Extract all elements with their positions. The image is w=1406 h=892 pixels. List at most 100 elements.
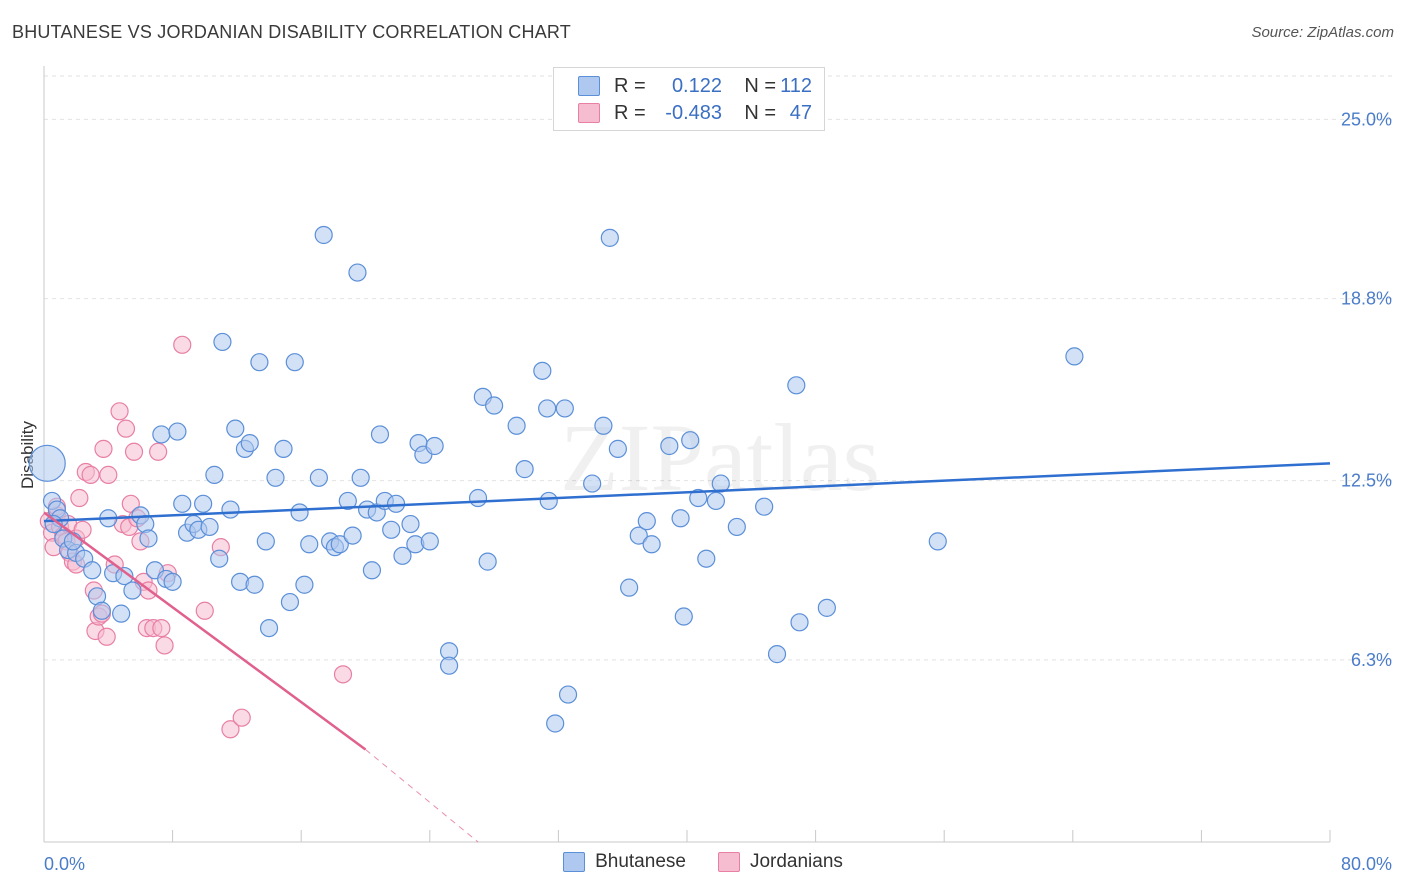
bhutanese-point [767, 645, 787, 664]
bhutanese-point [538, 399, 557, 418]
jordanians-point [149, 442, 168, 461]
bhutanese-point [362, 561, 382, 580]
bhutanese-point [727, 517, 746, 537]
legend-item-jordanians[interactable]: Jordanians [717, 851, 843, 873]
bhutanese-point [295, 575, 314, 594]
r-value: -0.483 [665, 101, 722, 124]
jordanians-point [99, 465, 118, 484]
jordanians-point [97, 627, 116, 646]
bhutanese-point [309, 468, 328, 487]
bhutanese-point [351, 468, 370, 487]
bhutanese-point [681, 431, 700, 450]
bhutanese-point [370, 425, 390, 444]
bhutanese-point [338, 491, 357, 511]
bhutanese-point [507, 416, 526, 435]
bhutanese-point [608, 439, 627, 458]
r-label: R = [614, 101, 646, 124]
r-label: R = [614, 74, 646, 97]
bhutanese-point [558, 685, 578, 704]
series-legend: Bhutanese Jordanians [0, 851, 1406, 873]
legend-row-bhutanese: R = 0.122 N = 112 [578, 74, 812, 98]
jordanians-point [173, 335, 192, 354]
bhutanese-point [259, 618, 279, 638]
bhutanese-point [711, 474, 730, 493]
bhutanese-point [194, 494, 213, 513]
n-value: 47 [789, 101, 812, 124]
bhutanese-point [112, 604, 131, 623]
bhutanese-point [928, 532, 947, 551]
bhutanese-point [790, 613, 809, 632]
bhutanese-point [226, 419, 245, 438]
bhutanese-point [637, 512, 656, 531]
bhutanese-point [28, 444, 66, 482]
bhutanese-point [755, 497, 774, 516]
jordanians-swatch [717, 852, 740, 872]
bhutanese-point [1065, 347, 1084, 366]
jordanians-trend-line [43, 511, 367, 751]
jordanians-point [81, 465, 100, 484]
jordanians-point [116, 419, 136, 438]
bhutanese-point [420, 532, 439, 551]
y-tick-label: 25.0% [1341, 109, 1392, 129]
bhutanese-point [274, 439, 293, 458]
x-tick-label: 0.0% [44, 854, 85, 874]
bhutanese-point [300, 535, 319, 554]
jordanians-swatch [578, 103, 600, 123]
bhutanese-point [674, 607, 693, 626]
bhutanese-point [555, 399, 574, 418]
bhutanese-point [546, 714, 565, 733]
bhutanese-point [210, 549, 229, 568]
bhutanese-point [205, 465, 224, 484]
bhutanese-point [689, 488, 708, 508]
r-value: 0.122 [671, 74, 722, 97]
jordanians-point [124, 442, 144, 461]
bhutanese-point [123, 581, 142, 600]
bhutanese-point [706, 491, 726, 511]
bhutanese-point [139, 529, 158, 548]
jordanians-point [232, 708, 251, 727]
bhutanese-point [266, 468, 285, 487]
n-label: N = [744, 74, 776, 97]
jordanians-point [70, 488, 89, 508]
jordanians-point [155, 636, 174, 655]
bhutanese-point [92, 601, 111, 620]
chart-title: BHUTANESE VS JORDANIAN DISABILITY CORREL… [12, 22, 571, 42]
bhutanese-point [83, 561, 102, 580]
n-label: N = [744, 101, 776, 124]
bhutanese-point [330, 535, 349, 554]
bhutanese-point [250, 353, 269, 372]
x-tick-label: 80.0% [1341, 854, 1392, 874]
bhutanese-point [393, 546, 412, 565]
y-tick-label: 12.5% [1341, 471, 1392, 491]
bhutanese-point [280, 592, 300, 612]
bhutanese-point [594, 416, 613, 435]
legend-item-bhutanese[interactable]: Bhutanese [563, 851, 686, 873]
jordanians-point [110, 402, 129, 421]
bhutanese-point [173, 494, 192, 513]
bhutanese-swatch [563, 852, 586, 872]
bhutanese-point [63, 532, 83, 551]
bhutanese-point [485, 396, 504, 415]
bhutanese-point [200, 517, 219, 537]
bhutanese-point [290, 503, 309, 522]
bhutanese-point [787, 376, 806, 395]
legend-label-jordanians: Jordanians [749, 851, 843, 872]
bhutanese-point [439, 656, 459, 675]
trend-lines [43, 462, 1331, 843]
bhutanese-point [213, 332, 232, 352]
bhutanese-point [115, 566, 134, 586]
bhutanese-point [539, 491, 558, 511]
bhutanese-point [515, 460, 534, 479]
bhutanese-swatch [578, 76, 600, 96]
bhutanese-point [642, 535, 661, 554]
bhutanese-point [314, 225, 333, 245]
bhutanese-point [478, 552, 497, 571]
bhutanese-point [600, 228, 619, 247]
y-tick-label: 6.3% [1351, 650, 1392, 670]
bhutanese-point [629, 526, 648, 545]
jordanians-point [333, 665, 353, 684]
n-value: 112 [780, 74, 812, 97]
jordanians-trend-extension [365, 749, 479, 843]
bhutanese-point [425, 436, 444, 456]
